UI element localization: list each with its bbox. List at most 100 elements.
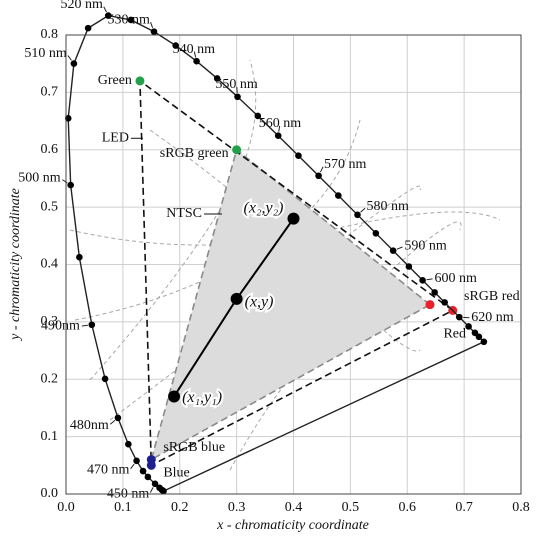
locus-point	[234, 93, 241, 101]
leader	[278, 125, 281, 132]
primary-label: sRGB green	[160, 146, 229, 161]
y-tick-label: 0.0	[41, 486, 59, 501]
x-tick-label: 0.8	[512, 500, 530, 515]
point-label: (x,y)	[245, 294, 274, 311]
wavelength-label: 480nm	[70, 418, 109, 433]
wavelength-label: 590 nm	[404, 238, 447, 253]
x-tick-label: 0.7	[455, 500, 473, 515]
gamut-label: LED	[102, 130, 129, 145]
x-tick-label: 0.5	[342, 500, 360, 515]
x-tick-label: 0.6	[399, 500, 417, 515]
locus-point	[372, 229, 380, 237]
wavelength-label: 490nm	[41, 318, 80, 333]
locus-point	[274, 132, 282, 139]
locus-point	[441, 299, 448, 306]
plot-frame	[65, 34, 522, 495]
locus-point	[254, 112, 262, 120]
locus-point	[64, 115, 72, 122]
locus-point	[101, 375, 109, 383]
locus-point	[465, 323, 472, 330]
leader	[360, 207, 366, 213]
wavelength-label: 530 nm	[107, 13, 150, 28]
point-label: (x₂,y₂)	[244, 199, 284, 216]
y-tick-label: 0.4	[41, 257, 59, 272]
color-point	[287, 212, 300, 225]
wavelength-label: 620 nm	[471, 310, 514, 325]
wavelength-label: 470 nm	[87, 463, 130, 478]
gamut	[139, 79, 455, 467]
locus-point	[193, 57, 200, 65]
locus-point	[70, 60, 78, 67]
leader	[67, 55, 72, 61]
locus-point	[151, 480, 159, 488]
locus-point	[150, 28, 158, 35]
locus-point	[125, 440, 132, 448]
primary-point	[146, 460, 156, 470]
isotherm	[89, 59, 257, 381]
primary-label: sRGB blue	[163, 440, 225, 455]
wavelength-label: 540 nm	[173, 42, 216, 57]
gamut	[150, 148, 432, 462]
locus-point	[213, 75, 221, 82]
wavelength-label: 500 nm	[18, 171, 61, 186]
leader	[396, 246, 403, 250]
leader	[193, 51, 197, 58]
primary-point	[135, 76, 145, 86]
x-tick-label: 0.2	[171, 500, 189, 515]
leader	[109, 420, 116, 425]
primary-label: Green	[98, 73, 132, 88]
x-tick-label: 0.0	[57, 500, 75, 515]
point-label: (x₁,y₁)	[182, 389, 222, 406]
y-tick-label: 0.2	[41, 371, 59, 386]
y-axis-label: y - chromaticity coordinate	[8, 188, 23, 342]
locus-point	[172, 42, 180, 49]
wavelength-label: 600 nm	[434, 271, 477, 286]
locus-point	[84, 24, 92, 32]
leader	[103, 6, 107, 13]
locus-point	[315, 172, 322, 180]
locus-point	[389, 247, 397, 254]
wavelength-label: 550 nm	[215, 77, 258, 92]
locus-point	[335, 192, 342, 199]
leader	[81, 324, 88, 327]
primary-point	[232, 145, 242, 155]
y-tick-label: 0.3	[41, 314, 59, 329]
locus-point	[431, 289, 438, 296]
wavelength-label: 520 nm	[60, 0, 103, 12]
locus-point	[139, 467, 147, 475]
wavelength-label: 580 nm	[367, 199, 410, 214]
y-tick-label: 0.1	[41, 429, 59, 444]
locus-point	[76, 253, 83, 261]
wavelength-label: 570 nm	[324, 157, 367, 172]
x-axis-label: x - chromaticity coordinate	[216, 518, 369, 533]
x-tick-label: 0.4	[285, 500, 303, 515]
leader	[150, 22, 154, 29]
y-tick-label: 0.6	[41, 142, 59, 157]
locus-point	[455, 313, 463, 321]
leader	[319, 166, 324, 173]
locus-point	[156, 484, 163, 492]
annotation: NTSC	[166, 206, 202, 221]
leader	[130, 463, 135, 470]
wavelength-label: 510 nm	[24, 46, 67, 61]
locus-point	[354, 211, 361, 219]
locus-point	[67, 181, 74, 189]
locus-point	[114, 414, 122, 422]
color-point	[230, 292, 243, 305]
x-tick-label: 0.3	[228, 500, 246, 515]
locus-point	[104, 12, 112, 19]
y-tick-label: 0.8	[41, 27, 59, 42]
primary-point	[425, 300, 435, 310]
leader	[149, 487, 154, 493]
wavelength-label: 560 nm	[259, 116, 302, 131]
locus-point	[475, 333, 483, 341]
locus-point	[480, 338, 488, 346]
data: sRGB red sRGB green sRGB blue Red Green Blue L…	[18, 0, 519, 502]
locus-point	[88, 321, 96, 329]
locus-point	[295, 152, 302, 160]
x-tick-label: 0.1	[114, 500, 132, 515]
locus-point	[144, 473, 152, 481]
primary-label: Red	[443, 327, 466, 342]
locus-point	[405, 263, 413, 270]
